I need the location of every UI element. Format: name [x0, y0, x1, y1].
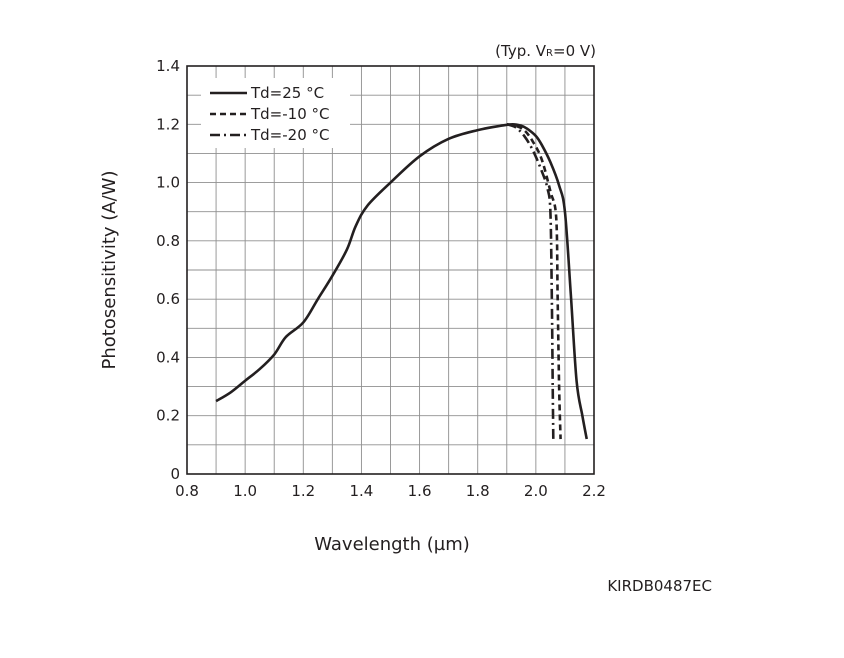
- x-tick-label: 1.8: [466, 482, 490, 500]
- y-tick-label: 1.2: [156, 115, 180, 133]
- figure-code: KIRDB0487EC: [607, 577, 712, 595]
- plot-frame: [186, 65, 595, 475]
- x-tick-label: 0.8: [175, 482, 199, 500]
- legend-label: Td=25 °C: [250, 84, 324, 102]
- measurement-condition: (Typ. VR=0 V): [495, 42, 596, 60]
- x-tick-label: 1.4: [349, 482, 373, 500]
- x-tick-label: 1.2: [291, 482, 315, 500]
- legend: Td=25 °C Td=-10 °C Td=-20 °C: [201, 78, 350, 148]
- y-tick-label: 0.6: [156, 290, 180, 308]
- y-tick-label: 0.2: [156, 407, 180, 425]
- y-tick-label: 1.4: [156, 57, 180, 75]
- grid: [187, 66, 594, 474]
- x-axis-title: Wavelength (µm): [314, 534, 470, 555]
- series-lines: [215, 122, 589, 440]
- y-tick-label: 0: [170, 465, 180, 483]
- legend-label: Td=-10 °C: [250, 105, 330, 123]
- x-tick-labels: 0.8 1.0 1.2 1.4 1.6 1.8 2.0 2.2: [175, 482, 606, 500]
- series-line-3: [506, 123, 555, 440]
- x-tick-label: 2.2: [582, 482, 606, 500]
- series-line-2: [506, 122, 562, 440]
- x-tick-label: 1.0: [233, 482, 257, 500]
- y-tick-label: 0.4: [156, 348, 180, 366]
- y-tick-label: 1.0: [156, 174, 180, 192]
- y-tick-label: 0.8: [156, 232, 180, 250]
- series-line-1: [215, 122, 589, 440]
- y-tick-labels: 0 0.2 0.4 0.6 0.8 1.0 1.2 1.4: [156, 57, 180, 483]
- y-axis-title: Photosensitivity (A/W): [99, 171, 120, 370]
- condition-suffix: =0 V): [553, 42, 596, 60]
- x-tick-label: 2.0: [524, 482, 548, 500]
- legend-label: Td=-20 °C: [250, 126, 330, 144]
- condition-prefix: (Typ. V: [495, 42, 547, 60]
- x-tick-label: 1.6: [408, 482, 432, 500]
- condition-subscript: R: [546, 48, 553, 59]
